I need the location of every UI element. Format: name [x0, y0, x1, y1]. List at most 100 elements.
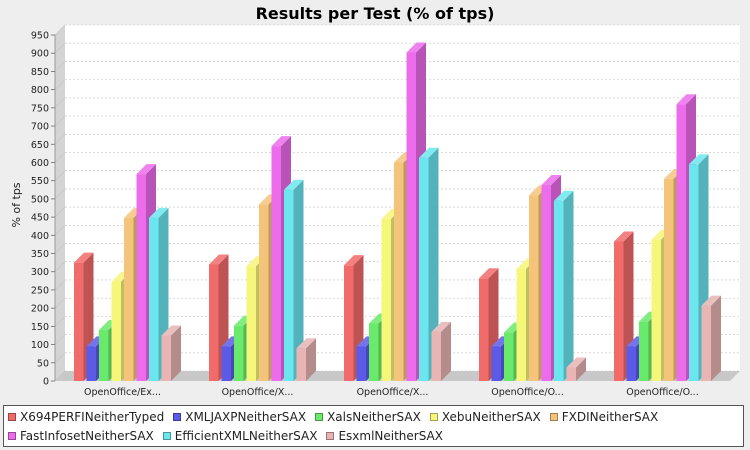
x-tick-label: OpenOffice/O... — [626, 387, 698, 398]
bar — [86, 346, 96, 381]
y-tick-label: 350 — [31, 249, 49, 260]
legend-swatch — [8, 413, 16, 421]
bar — [504, 332, 514, 381]
gridline-depth — [54, 206, 66, 218]
bar-top — [161, 325, 181, 336]
bar-top — [136, 164, 156, 175]
bar-top — [701, 295, 721, 306]
legend-label: FastInfosetNeitherSAX — [20, 429, 154, 443]
bar-side — [428, 147, 439, 381]
y-tick-label: 550 — [31, 176, 49, 187]
legend-row: FastInfosetNeitherSAX EfficientXMLNeither… — [8, 428, 452, 444]
bar-side — [441, 321, 451, 381]
bar-top — [419, 147, 439, 158]
legend-swatch — [173, 413, 182, 421]
chart: Results per Test (% of tps) % of tps 0 50… — [10, 4, 740, 398]
bar-top — [554, 190, 574, 201]
bar-top — [74, 252, 94, 263]
x-tick-label: OpenOffice/X... — [222, 387, 294, 398]
y-tick-label: 700 — [31, 122, 49, 133]
bar-top — [149, 207, 169, 218]
y-tick-label: 750 — [31, 103, 49, 114]
bar — [431, 331, 441, 381]
bar — [234, 325, 244, 381]
legend-swatch — [162, 432, 171, 440]
bar — [149, 217, 159, 381]
gridline-depth — [54, 115, 66, 127]
legend-item: XebuNeitherSAX — [429, 410, 541, 424]
bar — [491, 346, 501, 381]
gridline-depth — [54, 316, 66, 327]
bar — [209, 264, 219, 381]
bar — [479, 278, 489, 381]
gridline-depth — [54, 352, 66, 364]
bar-top — [566, 357, 586, 368]
y-tick-label: 400 — [31, 231, 49, 242]
bar — [344, 265, 354, 381]
bar-top — [676, 94, 696, 105]
bar — [701, 305, 711, 381]
bar-side — [171, 325, 181, 381]
y-tick-label: 50 — [37, 358, 49, 369]
bar — [221, 346, 231, 381]
gridline-depth — [54, 243, 66, 254]
y-tick-label: 300 — [31, 267, 49, 278]
plot-left-wall — [55, 25, 65, 381]
bar-side — [293, 179, 304, 381]
legend-item: EsxmlNeitherSAX — [326, 429, 443, 443]
bar — [356, 346, 366, 381]
y-tick-label: 500 — [31, 194, 49, 205]
bar — [296, 348, 306, 381]
legend-item: XMLJAXPNeitherSAX — [173, 410, 306, 424]
legend-label: EfficientXMLNeitherSAX — [174, 429, 318, 443]
bar — [664, 178, 674, 381]
gridline-depth — [54, 297, 66, 309]
bar-top — [406, 42, 426, 53]
bar — [689, 164, 699, 381]
legend-row: X694PERFINeitherTyped XMLJAXPNeitherSAX Xa… — [8, 409, 667, 425]
y-tick-label: 800 — [31, 85, 49, 96]
chart-title: Results per Test (% of tps) — [256, 4, 495, 23]
legend-label: EsxmlNeitherSAX — [338, 429, 443, 443]
bar — [554, 200, 564, 381]
x-tick-label: OpenOffice/O... — [491, 387, 563, 398]
bar — [369, 323, 379, 381]
legend-item: X694PERFINeitherTyped — [8, 410, 164, 424]
bar — [406, 52, 416, 381]
legend-swatch — [549, 413, 558, 421]
legend-item: FXDINeitherSAX — [549, 410, 658, 424]
y-tick-label: 900 — [31, 49, 49, 60]
bar-top — [541, 175, 561, 186]
bar-top — [431, 321, 451, 332]
gridline-depth — [54, 170, 66, 181]
bar — [246, 266, 256, 381]
gridline-depth — [54, 24, 66, 36]
bar — [124, 217, 134, 381]
y-tick-label: 850 — [31, 67, 49, 78]
x-tick-label: OpenOffice/Ex... — [84, 387, 161, 398]
bar — [516, 268, 526, 381]
legend-label: XalsNeitherSAX — [327, 410, 421, 424]
gridline-depth — [54, 188, 66, 200]
legend-swatch — [326, 432, 335, 440]
y-tick-label: 450 — [31, 213, 49, 224]
bar-top — [614, 231, 634, 242]
gridline-depth — [54, 61, 66, 72]
bar-top — [344, 255, 364, 266]
legend-swatch — [8, 432, 16, 440]
gridline-depth — [54, 334, 66, 345]
bar-side — [306, 338, 316, 381]
bar-top — [271, 136, 291, 147]
bar — [136, 174, 146, 381]
y-tick-label: 200 — [31, 304, 49, 315]
bar-side — [563, 190, 574, 381]
bar — [394, 162, 404, 381]
bar — [529, 195, 539, 381]
gridline-depth — [54, 225, 66, 236]
bar — [651, 239, 661, 381]
bar — [99, 330, 109, 381]
gridline-depth — [54, 279, 66, 291]
bar — [381, 218, 391, 381]
y-axis-label: % of tps — [10, 182, 23, 227]
bar-top — [479, 268, 499, 279]
